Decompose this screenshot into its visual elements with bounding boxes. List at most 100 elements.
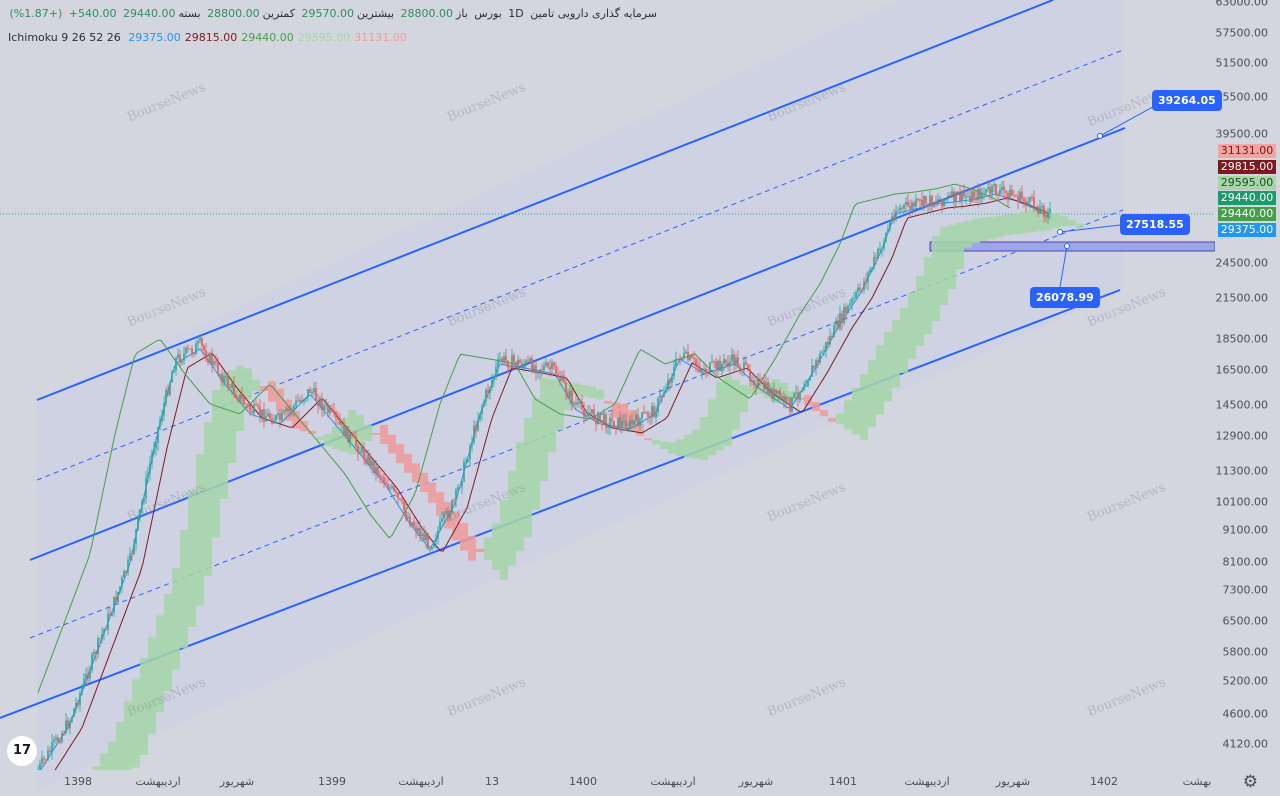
candle-body xyxy=(547,362,549,367)
candle-body xyxy=(601,420,603,424)
candle-body xyxy=(857,287,859,293)
candle-body xyxy=(761,379,763,381)
candle-body xyxy=(563,375,565,383)
ichimoku-legend[interactable]: Ichimoku 9 26 52 26 29375.00 29815.00 2944… xyxy=(8,31,415,44)
candle-body xyxy=(567,392,569,399)
candle-body xyxy=(405,510,407,519)
candle-body xyxy=(627,428,629,431)
candle-body xyxy=(455,489,457,501)
channel-upper-line[interactable] xyxy=(36,0,1054,401)
candle-body xyxy=(1025,201,1027,206)
kumo-bull-segment xyxy=(996,215,1004,238)
time-tick-label: اردیبهشت xyxy=(904,775,950,788)
candle-body xyxy=(573,402,575,405)
candle-body xyxy=(303,399,305,402)
kumo-bull-segment xyxy=(172,568,180,670)
candle-body xyxy=(347,426,349,443)
candle-body xyxy=(45,759,47,761)
price-tick-label: 8100.00 xyxy=(1222,555,1269,569)
kumo-bull-segment xyxy=(500,500,508,580)
candle-body xyxy=(181,360,183,363)
candle-body xyxy=(409,516,411,526)
price-tick-label: 21500.00 xyxy=(1215,291,1269,305)
candle-body xyxy=(581,401,583,409)
kumo-bull-segment xyxy=(956,222,964,269)
time-tick-label: 1400 xyxy=(569,775,597,788)
candle-body xyxy=(63,733,65,735)
price-callout[interactable]: 26078.99 xyxy=(1030,287,1100,308)
callout-anchor-3[interactable] xyxy=(1064,243,1070,249)
candle-body xyxy=(127,559,129,573)
kumo-bull-segment xyxy=(788,391,796,401)
candle-body xyxy=(253,404,255,413)
candle-body xyxy=(241,394,243,399)
candle-body xyxy=(687,351,689,361)
legend-title[interactable]: سرمایه گذاری دارویی تامین xyxy=(530,7,657,20)
candle-body xyxy=(833,325,835,338)
candle-body xyxy=(119,586,121,592)
candle-body xyxy=(515,361,517,367)
kumo-bull-segment xyxy=(100,753,108,770)
callout-anchor-1[interactable] xyxy=(1097,133,1103,139)
price-callout[interactable]: 39264.05 xyxy=(1152,90,1222,111)
tradingview-logo[interactable]: 17 xyxy=(7,736,37,766)
candle-body xyxy=(575,402,577,405)
candle-body xyxy=(499,358,501,360)
candle-body xyxy=(1013,195,1015,197)
kumo-bull-segment xyxy=(740,385,748,412)
candle-body xyxy=(489,387,491,393)
legend-interval[interactable]: 1D xyxy=(508,7,524,20)
callout-anchor-2[interactable] xyxy=(1057,229,1063,235)
candle-body xyxy=(99,638,101,640)
kumo-bear-segment xyxy=(428,482,436,503)
candle-body xyxy=(973,191,975,198)
candle-body xyxy=(899,207,901,211)
kumo-bear-segment xyxy=(804,395,812,406)
candle-body xyxy=(993,183,995,186)
candle-body xyxy=(795,392,797,394)
channel-dash-upper[interactable] xyxy=(36,49,1124,481)
candle-body xyxy=(503,356,505,363)
kumo-bull-segment xyxy=(492,523,500,570)
candle-body xyxy=(659,395,661,399)
kumo-bull-segment xyxy=(972,218,980,244)
candle-body xyxy=(223,376,225,383)
kumo-bull-segment xyxy=(924,257,932,334)
candle-body xyxy=(943,199,945,207)
kumo-bull-segment xyxy=(908,292,916,359)
candle-body xyxy=(317,400,319,407)
candle-body xyxy=(437,530,439,540)
candle-body xyxy=(407,516,409,519)
candle-body xyxy=(169,382,171,395)
candle-body xyxy=(671,376,673,383)
channel-dash-lower[interactable] xyxy=(29,209,1124,639)
candle-body xyxy=(507,360,509,368)
price-tick-label: 51500.00 xyxy=(1215,56,1269,70)
candle-body xyxy=(989,187,991,194)
candle-body xyxy=(231,383,233,388)
candle-body xyxy=(157,427,159,443)
support-zone-rect[interactable] xyxy=(929,241,1215,252)
kumo-bear-segment xyxy=(468,535,476,561)
candle-body xyxy=(191,348,193,354)
candle-body xyxy=(69,721,71,729)
candle-body xyxy=(561,375,563,381)
candle-body xyxy=(427,534,429,550)
price-badge: 29815.00 xyxy=(1218,160,1276,174)
gear-icon[interactable]: ⚙ xyxy=(1242,772,1258,792)
candle-body xyxy=(257,405,259,407)
kumo-bull-segment xyxy=(940,226,948,305)
kumo-bear-segment xyxy=(460,523,468,551)
candle-body xyxy=(849,303,851,306)
candle-body xyxy=(655,412,657,418)
price-callout[interactable]: 27518.55 xyxy=(1120,214,1190,235)
candle-body xyxy=(827,341,829,345)
kumo-bull-segment xyxy=(220,375,228,499)
candle-body xyxy=(419,527,421,537)
kumo-bull-segment xyxy=(228,370,236,463)
ichimoku-label[interactable]: Ichimoku 9 26 52 26 xyxy=(8,31,121,44)
candle-body xyxy=(509,367,511,369)
candle-body xyxy=(995,183,997,195)
candle-body xyxy=(123,570,125,578)
